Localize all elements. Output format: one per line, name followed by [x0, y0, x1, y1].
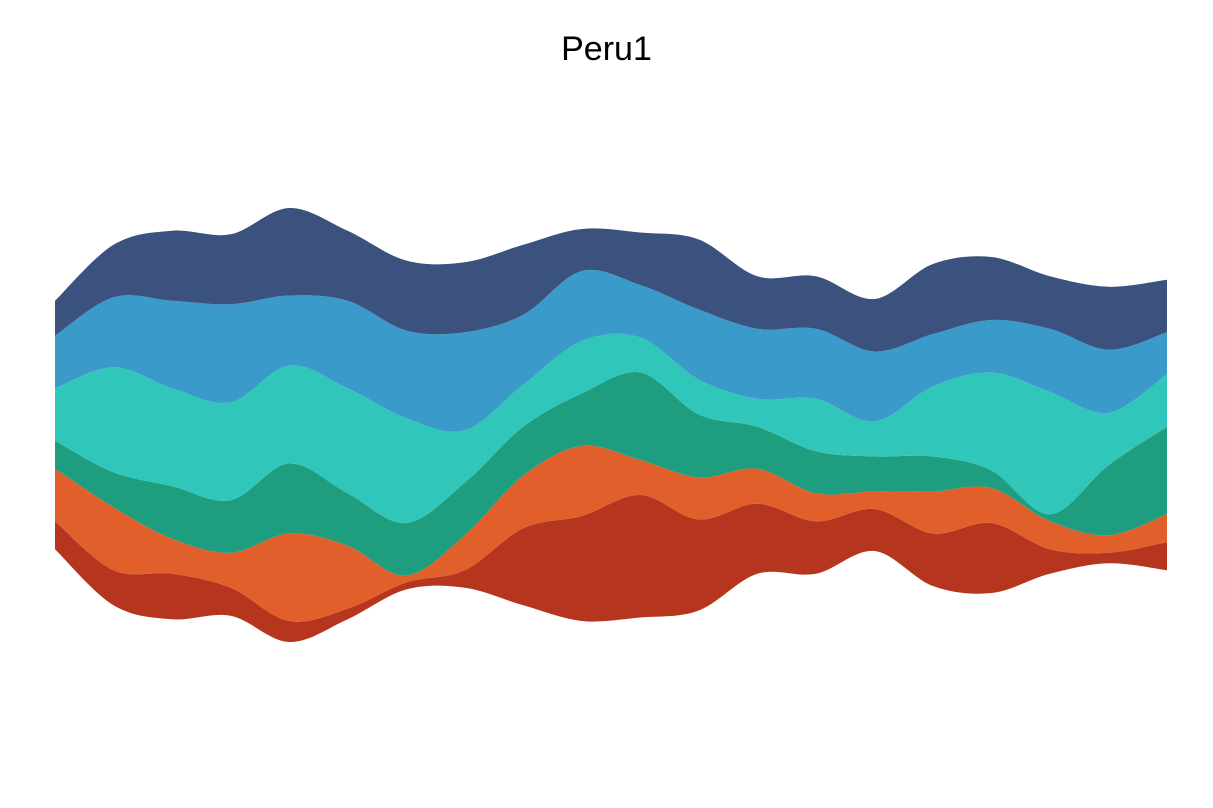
stream-layer-4 — [55, 333, 1167, 524]
stream-layer-2 — [55, 445, 1167, 622]
streamgraph-layers — [55, 207, 1167, 643]
chart-title: Peru1 — [561, 30, 652, 68]
stream-layer-1 — [55, 494, 1167, 643]
stream-layer-3 — [55, 371, 1167, 576]
stream-layer-6 — [55, 207, 1167, 352]
stream-layer-5 — [55, 269, 1167, 432]
